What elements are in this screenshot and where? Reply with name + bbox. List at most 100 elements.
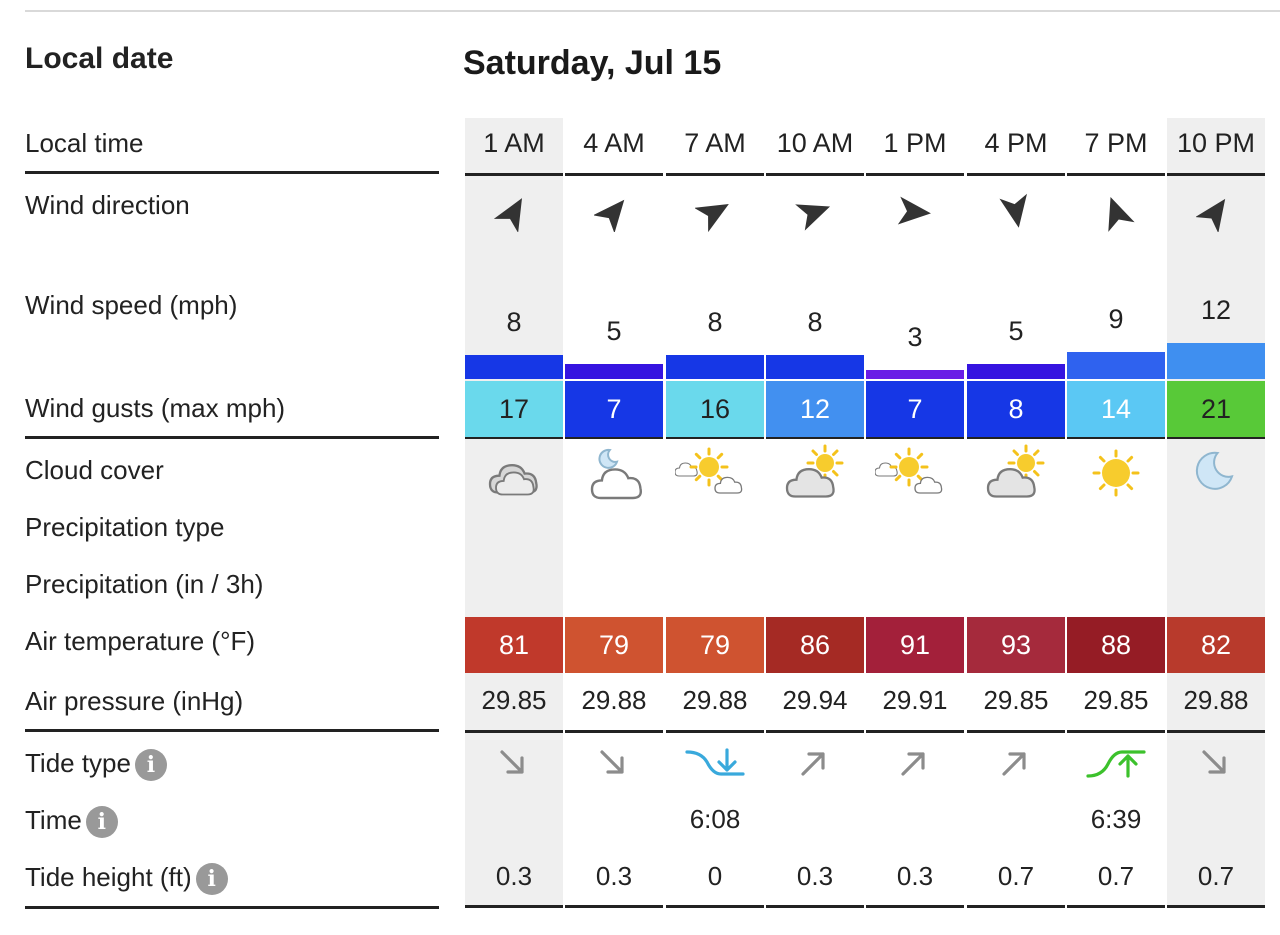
- time-cell: 7 PM: [1084, 128, 1148, 158]
- column-divider: [666, 730, 764, 733]
- column-divider: [465, 730, 563, 733]
- column-divider: [866, 173, 964, 176]
- wind-gust-value: 7: [565, 381, 663, 437]
- tide-height-label-text: Tide height (ft): [25, 862, 192, 892]
- wind-direction-label: Wind direction: [25, 190, 190, 220]
- tide-rising-icon: [885, 744, 945, 784]
- column-divider: [766, 730, 864, 733]
- tide-height-value: 0.3: [896, 861, 934, 891]
- wind-gust-value: 21: [1167, 381, 1265, 437]
- info-icon[interactable]: i: [134, 749, 167, 782]
- cloud-cover-icon: [1176, 443, 1256, 503]
- wind-gust-value: 7: [866, 381, 964, 437]
- column-divider: [565, 436, 663, 439]
- air-temperature-value: 79: [565, 617, 663, 673]
- wind-speed-bar: [565, 364, 663, 379]
- column-divider: [465, 436, 563, 439]
- column-divider: [1167, 730, 1265, 733]
- air-pressure-value: 29.85: [481, 685, 547, 715]
- wind-gust-value: 14: [1067, 381, 1165, 437]
- tide-falling-icon: [484, 744, 544, 784]
- cloud-cover-label: Cloud cover: [25, 455, 164, 485]
- air-pressure-value: 29.88: [581, 685, 647, 715]
- tide-falling-icon: [584, 744, 644, 784]
- column-divider: [866, 436, 964, 439]
- tide-height-value: 0.7: [997, 861, 1035, 891]
- air-temperature-label: Air temperature (°F): [25, 626, 256, 656]
- air-pressure-label: Air pressure (inHg): [25, 686, 244, 716]
- air-pressure-value: 29.88: [682, 685, 748, 715]
- wind-speed-value: 5: [606, 316, 622, 346]
- wind-gust-value: 8: [967, 381, 1065, 437]
- wind-gust-value: 16: [666, 381, 764, 437]
- tide-time-label: Time i: [25, 805, 118, 839]
- wind-gust-value: 12: [766, 381, 864, 437]
- column-divider: [465, 905, 563, 908]
- wind-arrow-icon: [996, 192, 1036, 232]
- wind-arrow-icon: [592, 192, 634, 234]
- wind-speed-bar: [766, 355, 864, 379]
- column-divider: [1167, 905, 1265, 908]
- time-cell: 10 PM: [1176, 128, 1256, 158]
- column-divider: [967, 730, 1065, 733]
- air-pressure-value: 29.94: [782, 685, 848, 715]
- wind-speed-value: 5: [1008, 316, 1024, 346]
- air-pressure-value: 29.88: [1183, 685, 1249, 715]
- info-icon[interactable]: i: [195, 863, 228, 896]
- cloud-cover-icon: [674, 443, 755, 503]
- air-temperature-value: 81: [465, 617, 563, 673]
- column-divider: [766, 173, 864, 176]
- column-divider: [967, 173, 1065, 176]
- time-cell: 7 AM: [684, 128, 746, 158]
- time-cell: 4 AM: [583, 128, 645, 158]
- time-cell: 10 AM: [776, 128, 854, 158]
- column-divider: [1167, 436, 1265, 439]
- time-cell: 1 AM: [483, 128, 545, 158]
- tide-height-value: 0.3: [595, 861, 633, 891]
- wind-speed-bar: [666, 355, 764, 379]
- wind-speed-value: 9: [1108, 304, 1124, 334]
- wind-speed-bar: [866, 370, 964, 379]
- tide-height-value: 0: [707, 861, 723, 891]
- cloud-cover-icon: [775, 443, 855, 503]
- wind-arrow-icon: [694, 192, 735, 233]
- column-divider: [1067, 905, 1165, 908]
- tide-time-value: 6:39: [1090, 804, 1142, 834]
- column-divider: [565, 905, 663, 908]
- wind-arrow-icon: [1096, 192, 1136, 232]
- row-divider: [25, 729, 439, 732]
- column-divider: [1167, 173, 1265, 176]
- row-divider: [25, 906, 439, 909]
- column-divider: [565, 173, 663, 176]
- wind-speed-value: 3: [907, 322, 923, 352]
- tide-time-label-text: Time: [25, 805, 82, 835]
- wind-speed-bar: [1167, 343, 1265, 379]
- air-temperature-value: 86: [766, 617, 864, 673]
- column-divider: [766, 905, 864, 908]
- cloud-cover-icon: [976, 443, 1056, 503]
- wind-speed-value: 8: [707, 307, 723, 337]
- tide-height-value: 0.3: [796, 861, 834, 891]
- wind-arrow-icon: [493, 192, 534, 233]
- wind-speed-bar: [1067, 352, 1165, 379]
- column-divider: [1067, 436, 1165, 439]
- air-temperature-value: 79: [666, 617, 764, 673]
- tide-rising-icon: [986, 744, 1046, 784]
- forecast-column: 10 AM 8 12 86 29.94 0.3: [766, 118, 864, 908]
- precipitation-type-label: Precipitation type: [25, 512, 225, 542]
- info-icon[interactable]: i: [85, 806, 118, 839]
- row-divider: [25, 436, 439, 439]
- wind-speed-label: Wind speed (mph): [25, 290, 238, 320]
- column-divider: [666, 436, 764, 439]
- wind-speed-value: 8: [807, 307, 823, 337]
- column-divider: [666, 173, 764, 176]
- wind-arrow-icon: [795, 192, 835, 232]
- column-divider: [666, 905, 764, 908]
- top-divider: [25, 10, 1280, 12]
- wind-arrow-icon: [895, 192, 935, 232]
- local-date-label: Local date: [25, 42, 174, 75]
- tide-type-label: Tide type i: [25, 748, 167, 782]
- forecast-column: 10 PM 12 21 82 29.88 0.7: [1167, 118, 1265, 908]
- forecast-column: 7 AM 8 16 79 29.88 6:08 0: [666, 118, 764, 908]
- wind-gust-value: 17: [465, 381, 563, 437]
